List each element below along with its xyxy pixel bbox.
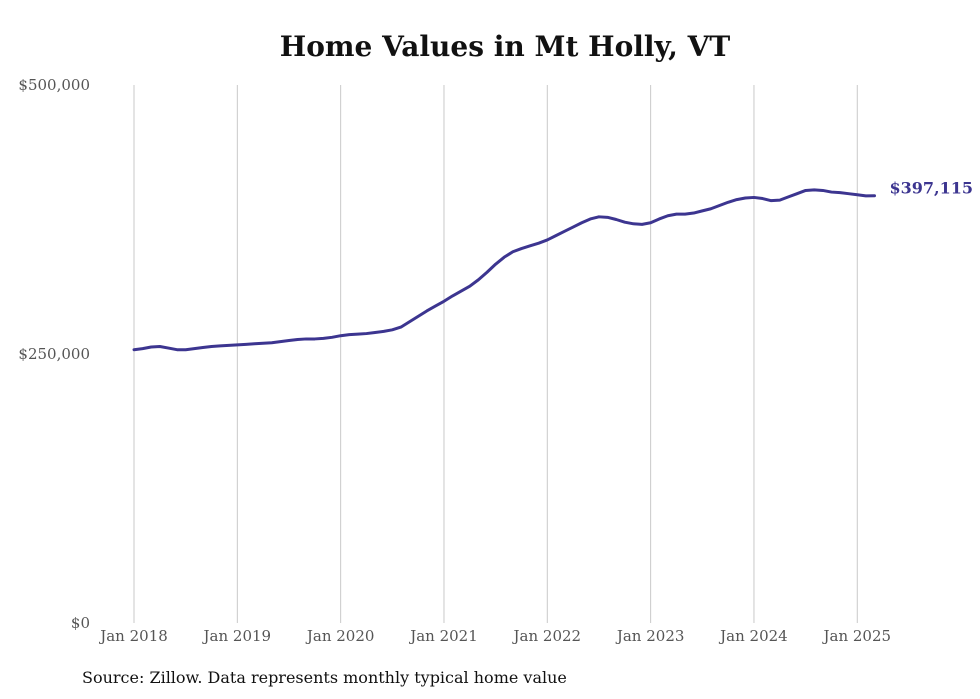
x-tick-label: Jan 2021 bbox=[408, 627, 478, 645]
source-note: Source: Zillow. Data represents monthly … bbox=[82, 668, 567, 687]
y-tick-label: $250,000 bbox=[18, 345, 90, 363]
x-tick-label: Jan 2018 bbox=[98, 627, 168, 645]
series-layer bbox=[132, 188, 876, 352]
x-tick-label: Jan 2022 bbox=[512, 627, 582, 645]
x-axis-ticks: Jan 2018 Jan 2019 Jan 2020 Jan 2021 Jan 2022… bbox=[98, 627, 891, 645]
x-tick-label: Jan 2024 bbox=[718, 627, 788, 645]
end-label-layer: $397,115 bbox=[890, 179, 974, 198]
y-tick-label: $0 bbox=[71, 614, 90, 632]
x-tick-label: Jan 2025 bbox=[821, 627, 891, 645]
x-tick-label: Jan 2019 bbox=[202, 627, 272, 645]
y-tick-label: $500,000 bbox=[18, 76, 90, 94]
x-tick-label: Jan 2023 bbox=[615, 627, 685, 645]
y-axis-ticks: $0 $250,000 $500,000 bbox=[18, 76, 90, 632]
end-value-label: $397,115 bbox=[890, 179, 974, 198]
x-tick-label: Jan 2020 bbox=[305, 627, 375, 645]
gridlines bbox=[133, 85, 858, 623]
series-line bbox=[132, 188, 876, 352]
chart-title: Home Values in Mt Holly, VT bbox=[279, 30, 731, 63]
